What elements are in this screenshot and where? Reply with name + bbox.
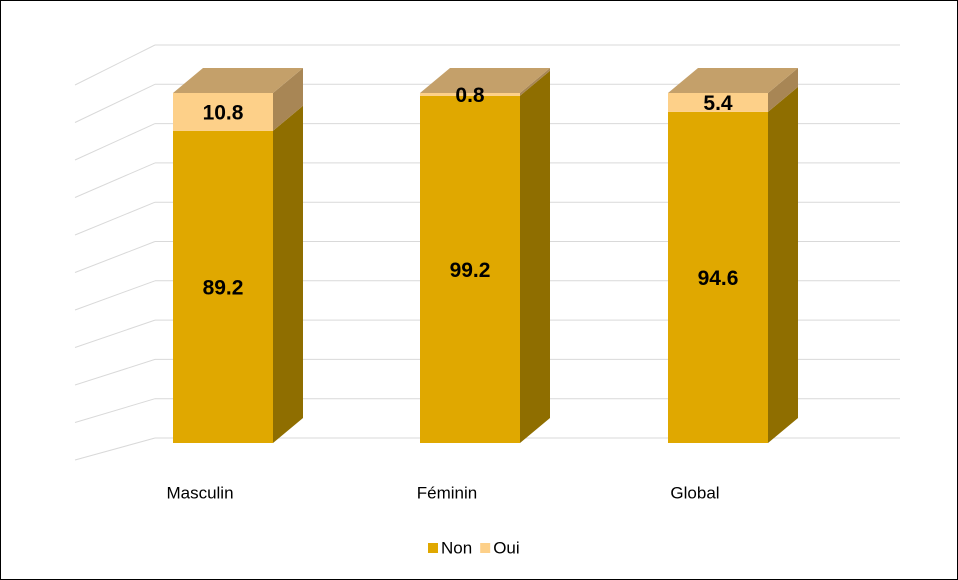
wall-grid-line	[74, 319, 156, 348]
x-tick-label: Global	[670, 483, 719, 502]
legend-label: Oui	[493, 538, 519, 557]
wall-grid-line	[74, 280, 156, 311]
bar-side	[520, 70, 550, 444]
bar-segment	[173, 130, 273, 444]
legend-label: Non	[441, 538, 472, 557]
labels: 89.2 10.8 Masculin 99.2 0.8 Féminin 94.6 5.4 Glo…	[166, 84, 738, 558]
legend-swatch	[480, 543, 491, 553]
wall-grid-line	[74, 162, 156, 198]
bar-top	[420, 68, 550, 93]
data-label: 5.4	[703, 92, 733, 115]
bar-segment	[668, 111, 768, 444]
data-label: 94.6	[698, 267, 739, 290]
bar-segment	[173, 93, 273, 131]
wall-grid-line	[74, 241, 156, 273]
x-tick-label: Féminin	[417, 483, 477, 502]
bar-side	[768, 86, 798, 444]
bar-side	[768, 68, 798, 112]
wall-grid-line	[74, 44, 156, 86]
bar-side	[273, 105, 303, 444]
wall-grid-line	[74, 358, 156, 386]
data-label: 0.8	[455, 84, 485, 107]
wall-grid-line	[74, 398, 156, 423]
bar-segment	[420, 93, 520, 96]
bar-segment	[420, 95, 520, 444]
bar-top	[173, 68, 303, 93]
wall-grid-line	[74, 437, 156, 461]
bar-side	[273, 68, 303, 131]
data-label: 89.2	[203, 276, 244, 299]
bars	[173, 68, 798, 444]
wall-grid-line	[74, 201, 156, 236]
wall-grid-line	[74, 83, 156, 123]
bar-top	[668, 68, 798, 93]
data-label: 99.2	[450, 259, 491, 282]
legend-swatch	[428, 543, 438, 553]
bar-side	[520, 68, 550, 96]
data-label: 10.8	[203, 101, 244, 124]
bar-segment	[668, 93, 768, 112]
wall-grid-line	[74, 123, 156, 161]
x-tick-label: Masculin	[166, 483, 233, 502]
